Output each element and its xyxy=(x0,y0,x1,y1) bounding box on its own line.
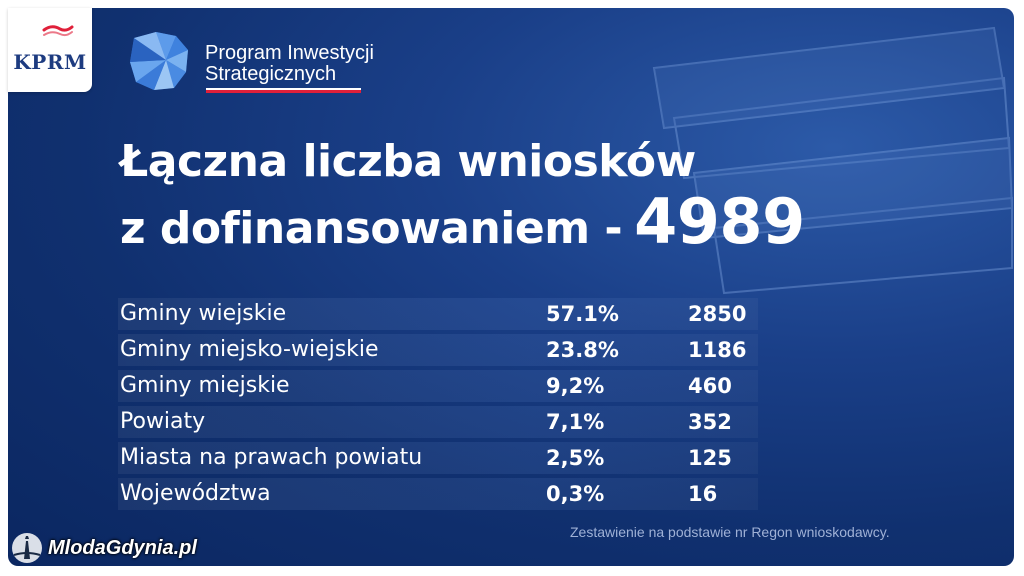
row-count: 16 xyxy=(688,482,718,506)
paper-stack-decoration xyxy=(652,26,1014,295)
table-row: Gminy miejskie 9,2% 460 xyxy=(118,368,758,404)
program-title-underline xyxy=(206,88,361,93)
row-count: 125 xyxy=(688,446,732,470)
row-count: 460 xyxy=(688,374,732,398)
row-count: 352 xyxy=(688,410,732,434)
row-percent: 23.8% xyxy=(546,338,619,362)
row-percent: 7,1% xyxy=(546,410,605,434)
infographic-panel: Łączna liczba wniosków z dofinansowaniem… xyxy=(8,8,1014,566)
row-label: Powiaty xyxy=(120,409,206,434)
row-count: 2850 xyxy=(688,302,747,326)
table-row: Województwa 0,3% 16 xyxy=(118,476,758,512)
applications-table: Gminy wiejskie 57.1% 2850 Gminy miejsko-… xyxy=(118,296,758,512)
watermark-text: MlodaGdynia.pl xyxy=(48,536,197,559)
row-label: Gminy miejsko-wiejskie xyxy=(120,337,379,362)
table-row: Gminy wiejskie 57.1% 2850 xyxy=(118,296,758,332)
program-title: Program Inwestycji Strategicznych xyxy=(205,43,374,85)
headline: Łączna liczba wniosków z dofinansowaniem… xyxy=(120,132,805,259)
watermark: MlodaGdynia.pl xyxy=(10,528,197,568)
row-label: Gminy miejskie xyxy=(120,373,290,398)
row-label: Województwa xyxy=(120,481,271,506)
row-label: Gminy wiejskie xyxy=(120,301,287,326)
kprm-logo: KPRM xyxy=(8,8,92,92)
row-percent: 0,3% xyxy=(546,482,605,506)
table-row: Miasta na prawach powiatu 2,5% 125 xyxy=(118,440,758,476)
program-title-line1: Program Inwestycji xyxy=(205,42,374,64)
program-map-logo-icon xyxy=(130,32,188,90)
lighthouse-logo-icon xyxy=(12,533,42,563)
program-title-line2: Strategicznych xyxy=(205,63,337,85)
headline-line2: z dofinansowaniem -4989 xyxy=(120,191,805,259)
row-percent: 2,5% xyxy=(546,446,605,470)
kprm-logo-text: KPRM xyxy=(13,50,87,74)
headline-prefix: z dofinansowaniem - xyxy=(120,203,623,254)
total-count: 4989 xyxy=(634,185,805,258)
polish-flag-icon xyxy=(42,25,74,37)
row-label: Miasta na prawach powiatu xyxy=(120,445,423,470)
row-percent: 9,2% xyxy=(546,374,605,398)
table-row: Powiaty 7,1% 352 xyxy=(118,404,758,440)
source-note: Zestawienie na podstawie nr Regon wniosk… xyxy=(570,524,890,540)
table-row: Gminy miejsko-wiejskie 23.8% 1186 xyxy=(118,332,758,368)
row-count: 1186 xyxy=(688,338,747,362)
row-percent: 57.1% xyxy=(546,302,619,326)
headline-line1: Łączna liczba wniosków xyxy=(120,136,696,187)
